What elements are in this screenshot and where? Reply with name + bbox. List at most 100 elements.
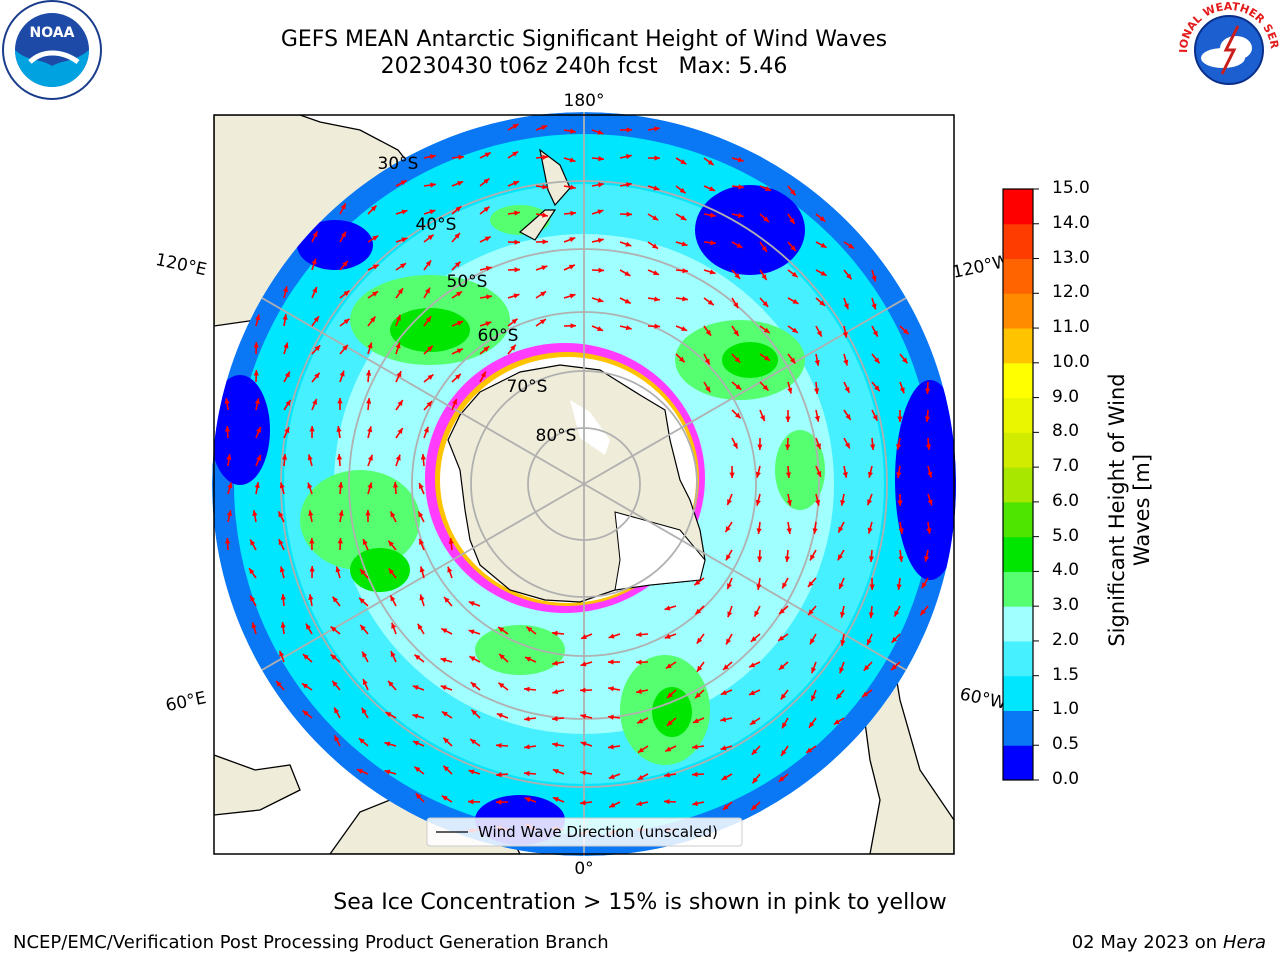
wave-arrow-head	[284, 371, 290, 378]
map-border	[213, 114, 955, 855]
wave-arrow-head	[664, 799, 670, 805]
legend-label: Wind Wave Direction (unscaled)	[478, 823, 718, 841]
wave-arrow-head	[869, 584, 875, 590]
wave-arrow-head	[456, 348, 463, 354]
colorbar-tick-label: 2.0	[1052, 629, 1080, 650]
wave-arrow-head	[840, 499, 846, 506]
wave-arrow-head	[843, 359, 849, 366]
wave-arrow-head	[471, 709, 478, 716]
wave-arrow-head	[365, 510, 371, 516]
wave-arrow-head	[626, 211, 632, 217]
colorbar-tick-label: 4.0	[1052, 560, 1080, 581]
wave-arrow-head	[842, 331, 848, 338]
wave-arrow-head	[415, 793, 422, 800]
meridian-label-180: 180°	[564, 91, 605, 111]
madagascar-land	[214, 754, 301, 816]
wave-arrow-head	[514, 210, 520, 216]
wave-arrow-head	[867, 527, 873, 534]
wave-arrow-head	[526, 626, 533, 633]
wave-arrow-head	[682, 296, 688, 302]
wave-arrow-head	[282, 454, 288, 460]
wave-arrow-head	[820, 270, 827, 276]
wave-arrow-head	[664, 633, 671, 639]
wave-arrow-head	[485, 265, 492, 272]
wave-arrow-head	[636, 659, 642, 665]
wave-arrow-head	[483, 206, 490, 213]
wave-arrow-head	[791, 271, 798, 278]
wave-arrow-head	[764, 355, 771, 361]
wave-arrow-head	[496, 742, 502, 749]
wave-arrow-head	[789, 357, 796, 364]
wave-arrow-head	[846, 273, 852, 280]
wave-arrow-head	[253, 370, 259, 376]
wave-arrow-head	[896, 472, 902, 478]
wave-arrow-head	[312, 398, 317, 405]
wave-arrow-head	[570, 323, 576, 329]
wave-arrow-head	[653, 270, 660, 276]
wave-arrow-head	[755, 471, 761, 478]
wave-arrow-head	[726, 638, 732, 645]
colorbar-segment	[1003, 745, 1033, 781]
wave-arrow-head	[468, 799, 474, 805]
wave-arrow-head	[751, 749, 758, 755]
wave-arrow-head	[392, 482, 399, 488]
wave-arrow-head	[868, 612, 874, 618]
wave-arrow-head	[867, 499, 873, 506]
wave-arrow-head	[727, 611, 733, 618]
lat-label-80s: 80°S	[536, 426, 577, 446]
wave-arrow-head	[496, 772, 502, 778]
wave-arrow-head	[361, 707, 367, 714]
wave-arrow-head	[872, 414, 878, 421]
colorbar-tick-label: 7.0	[1052, 456, 1080, 477]
wave-arrow-head	[457, 181, 464, 186]
wave-arrow-head	[483, 346, 490, 352]
wave-arrow-head	[384, 769, 391, 775]
wave-arrow-head	[653, 185, 660, 191]
wave-arrow-head	[733, 330, 739, 337]
wave-arrow-head	[681, 326, 688, 331]
wave-arrow-head	[894, 610, 900, 617]
wave-arrow-head	[569, 237, 576, 243]
wave-arrow-head	[313, 316, 319, 323]
wave-arrow-head	[397, 400, 403, 407]
wave-arrow-head	[727, 499, 732, 506]
wave-arrow-head	[786, 528, 792, 534]
wave-arrow-head	[763, 327, 770, 334]
wave-arrow-head	[738, 184, 744, 190]
wave-arrow-head	[417, 623, 423, 630]
wave-arrow-head	[761, 245, 767, 252]
wave-arrow-head	[624, 270, 631, 276]
wave-arrow-head	[814, 359, 820, 366]
wave-arrow-head	[426, 401, 433, 407]
wave-arrow-head	[920, 609, 926, 616]
meridian-label-0: 0°	[574, 859, 593, 879]
wave-arrow-head	[568, 264, 575, 270]
wave-arrow-head	[444, 597, 450, 603]
meridian-label-120w: 120°W	[951, 251, 1012, 283]
wave-arrow-head	[332, 680, 338, 687]
wave-arrow-head	[778, 776, 785, 782]
colorbar-segment	[1003, 571, 1033, 607]
wave-arrow-head	[309, 566, 315, 572]
wave-arrow-head	[652, 215, 659, 221]
wave-arrow-head	[704, 358, 710, 365]
wave-arrow-head	[418, 511, 424, 518]
wave-arrow-head	[778, 635, 785, 641]
wave-arrow-head	[874, 385, 880, 392]
wave-arrow-head	[283, 286, 289, 293]
wave-arrow-head	[750, 719, 756, 725]
colorbar-tick-label: 13.0	[1052, 247, 1090, 268]
wave-arrow-head	[419, 538, 424, 545]
colorbar-segment	[1003, 328, 1033, 364]
wave-arrow-head	[484, 152, 491, 158]
colorbar-title-line-1: Significant Height of Wind	[1105, 373, 1129, 647]
wave-arrow-head	[395, 314, 401, 321]
wave-arrow-head	[250, 539, 256, 546]
wave-arrow-head	[440, 657, 447, 663]
wave-arrow-head	[301, 683, 308, 689]
wave-arrow-head	[279, 566, 285, 573]
wave-arrow-head	[664, 772, 670, 778]
wave-arrow-head	[458, 154, 464, 160]
wave-arrow-head	[707, 159, 714, 166]
